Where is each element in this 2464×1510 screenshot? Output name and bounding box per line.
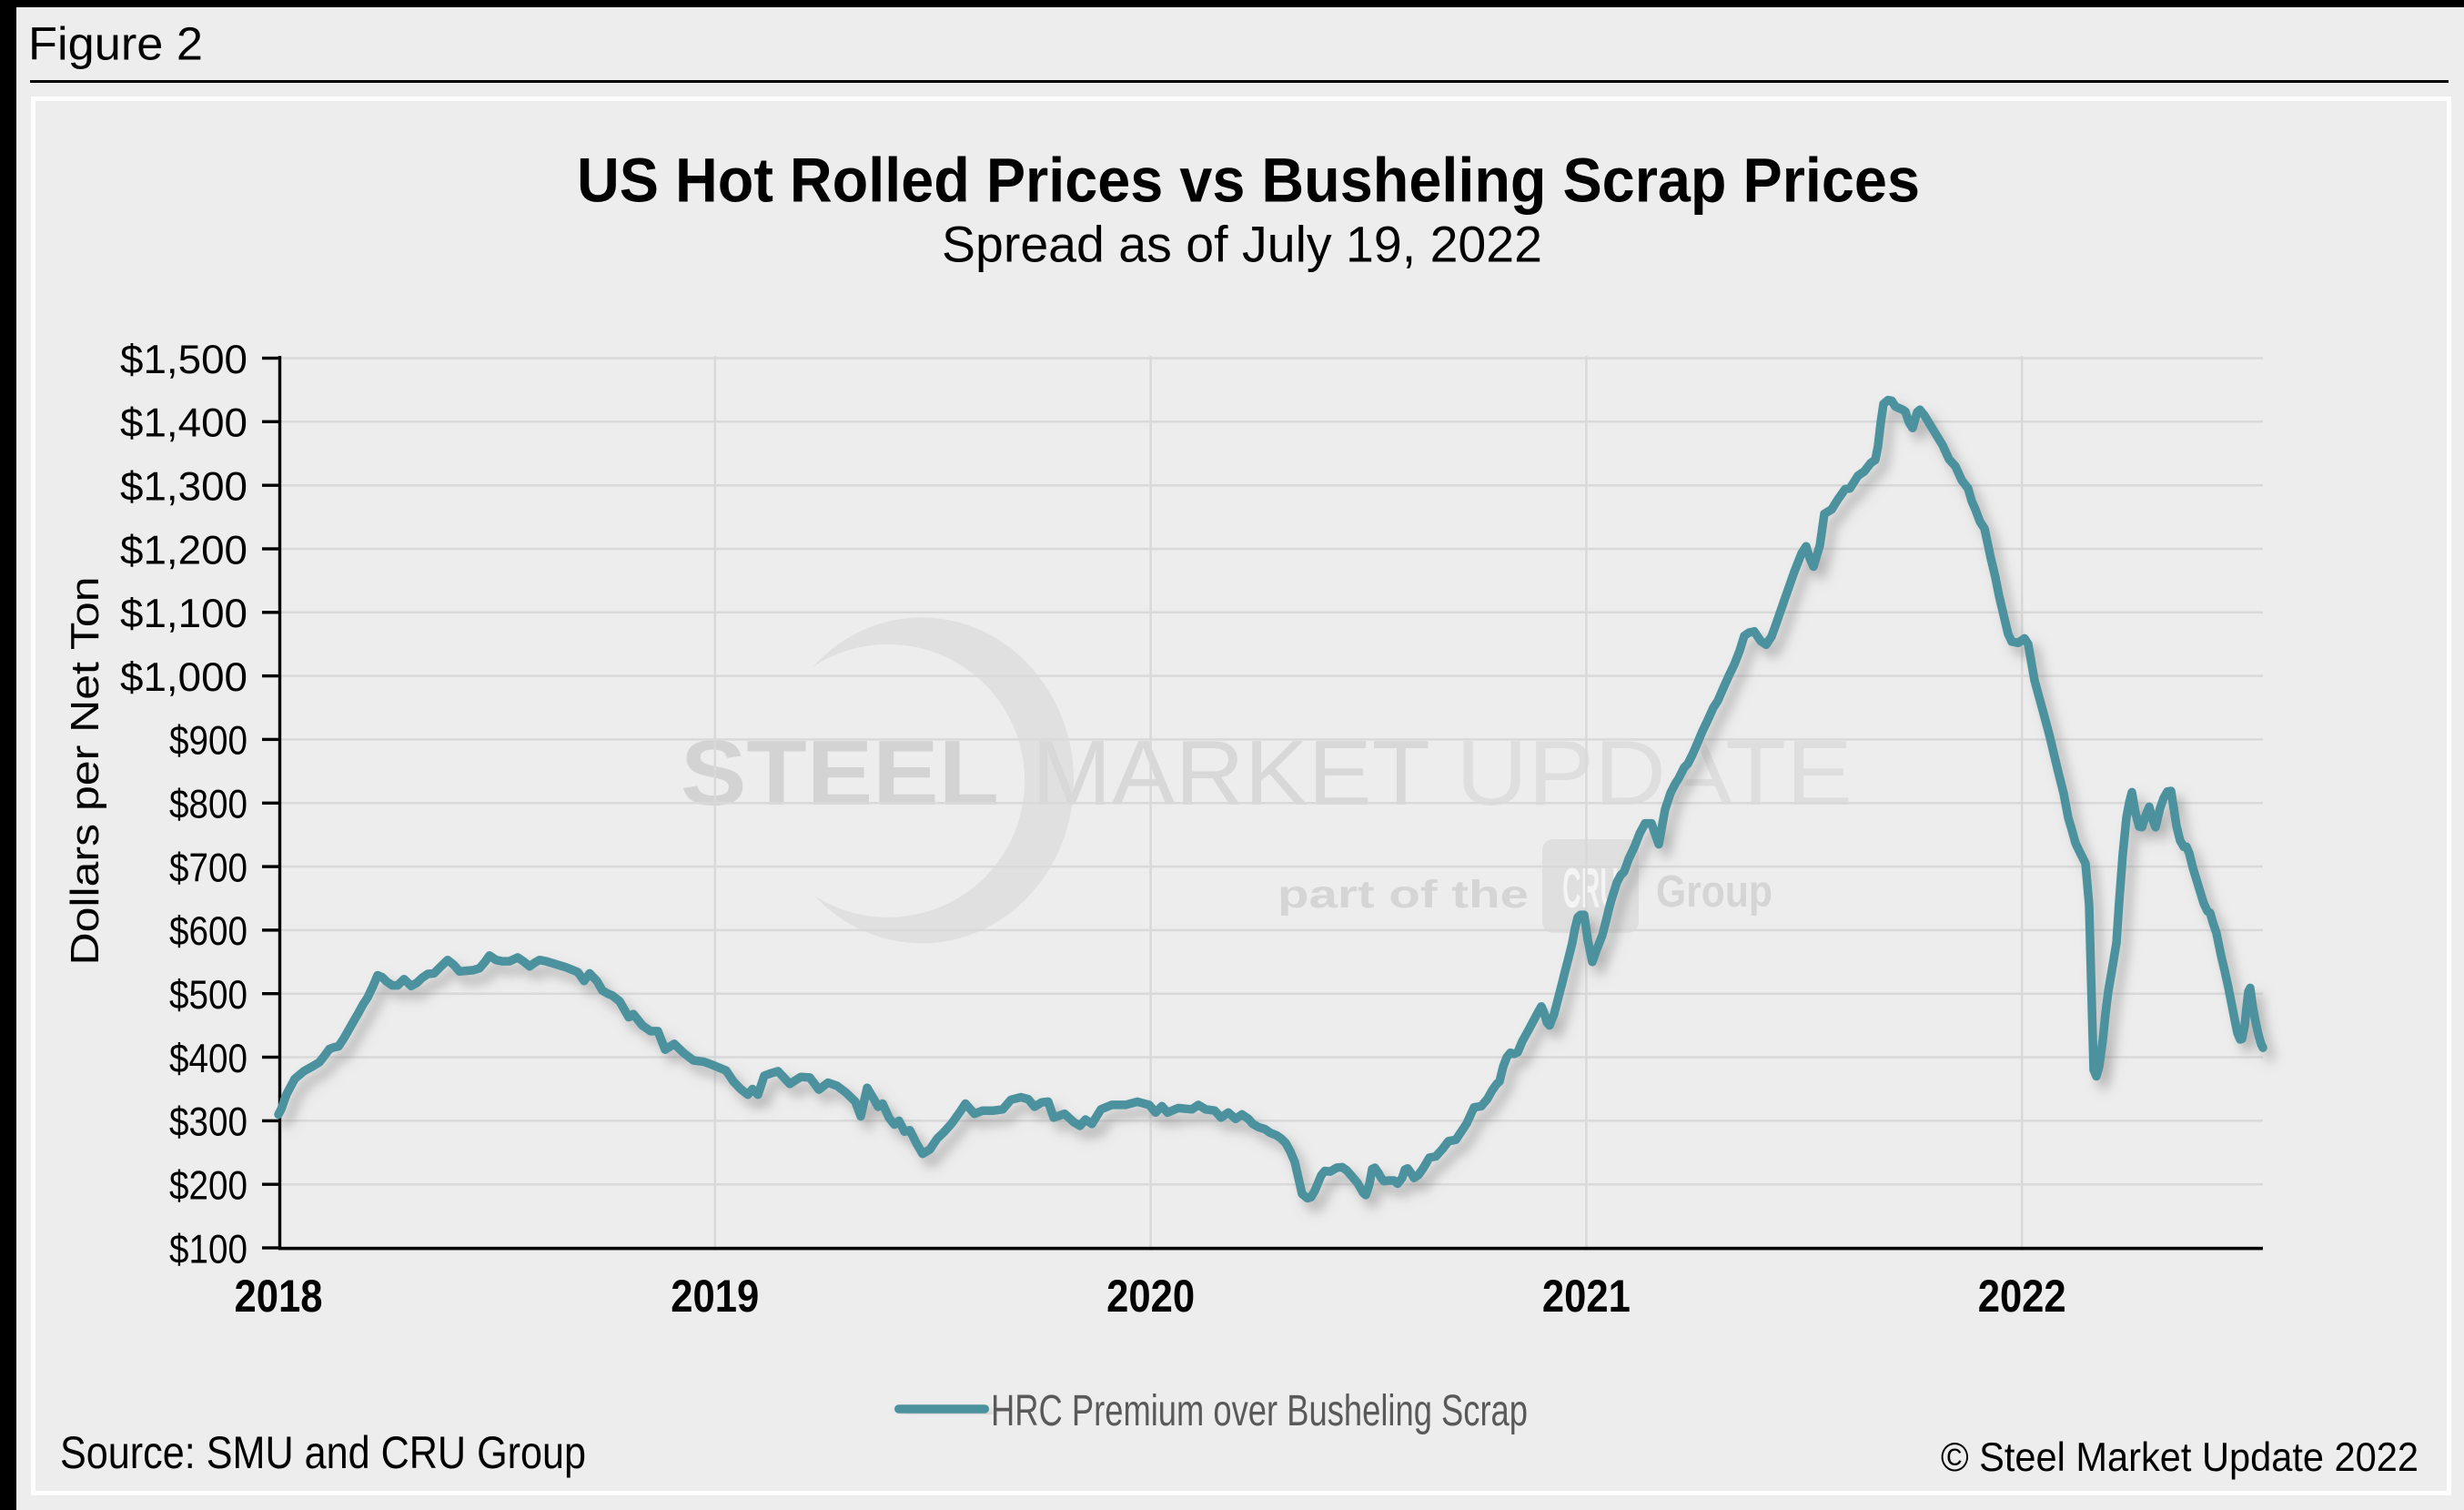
svg-text:© Steel Market Update 2022: © Steel Market Update 2022 [1941, 1435, 2419, 1480]
svg-text:Spread as of July 19, 2022: Spread as of July 19, 2022 [942, 216, 1542, 273]
svg-text:2019: 2019 [671, 1271, 759, 1322]
svg-text:STEEL: STEEL [681, 723, 999, 825]
svg-text:$300: $300 [169, 1100, 247, 1145]
svg-text:$200: $200 [169, 1164, 247, 1209]
svg-text:MARKET: MARKET [1032, 723, 1430, 825]
svg-text:$900: $900 [169, 719, 247, 764]
svg-text:part of the: part of the [1277, 873, 1529, 917]
svg-text:2022: 2022 [1978, 1271, 2066, 1322]
svg-text:$700: $700 [169, 846, 247, 890]
svg-text:Dollars per Net Ton: Dollars per Net Ton [63, 576, 106, 965]
svg-text:$1,500: $1,500 [120, 338, 247, 382]
svg-text:$1,200: $1,200 [120, 528, 247, 573]
svg-text:$1,100: $1,100 [120, 592, 247, 636]
svg-text:$1,300: $1,300 [120, 465, 247, 510]
svg-text:$800: $800 [169, 783, 247, 827]
svg-text:US Hot Rolled Prices vs Bushel: US Hot Rolled Prices vs Busheling Scrap … [577, 146, 1920, 216]
svg-text:$100: $100 [169, 1227, 247, 1272]
svg-text:$400: $400 [169, 1037, 247, 1081]
svg-text:2021: 2021 [1542, 1271, 1631, 1322]
svg-text:Group: Group [1656, 867, 1772, 917]
svg-text:$1,000: $1,000 [120, 655, 247, 700]
svg-text:Source: SMU and CRU Group: Source: SMU and CRU Group [60, 1427, 586, 1478]
svg-text:HRC Premium over Busheling Scr: HRC Premium over Busheling Scrap [991, 1387, 1528, 1435]
svg-text:$600: $600 [169, 909, 247, 954]
svg-text:UPDATE: UPDATE [1456, 723, 1853, 825]
svg-text:2020: 2020 [1106, 1271, 1195, 1322]
svg-text:$500: $500 [169, 973, 247, 1018]
svg-text:2018: 2018 [235, 1271, 323, 1322]
svg-text:Figure 2: Figure 2 [28, 18, 203, 70]
svg-text:$1,400: $1,400 [120, 401, 247, 446]
